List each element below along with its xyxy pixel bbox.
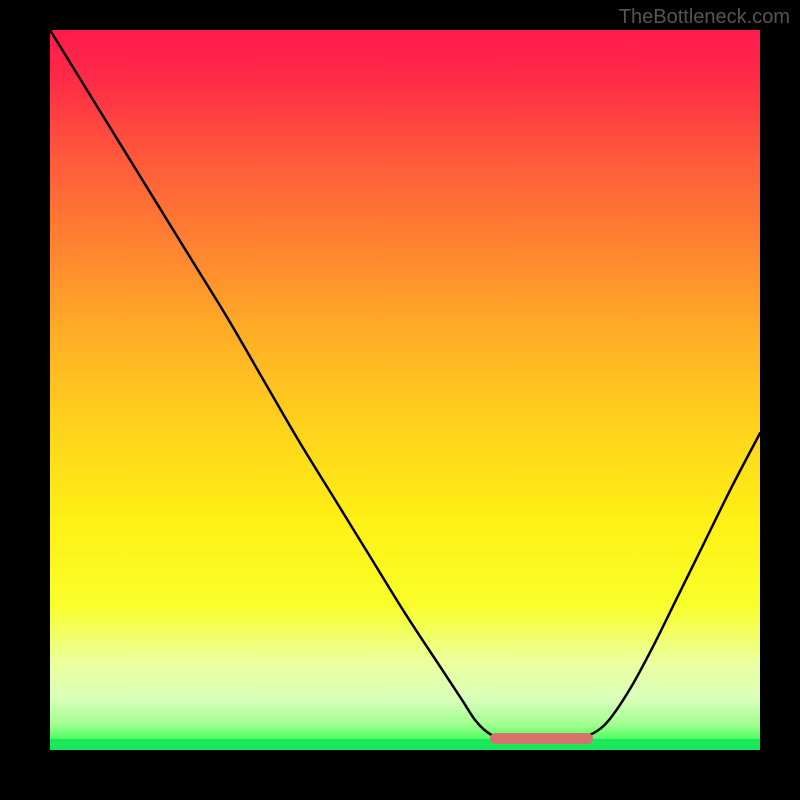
optimal-range-highlight (490, 733, 593, 744)
chart-plot-area (50, 30, 760, 750)
chart-curve-layer (50, 30, 760, 750)
bottleneck-curve-line (50, 30, 760, 739)
attribution-text: TheBottleneck.com (619, 6, 790, 29)
